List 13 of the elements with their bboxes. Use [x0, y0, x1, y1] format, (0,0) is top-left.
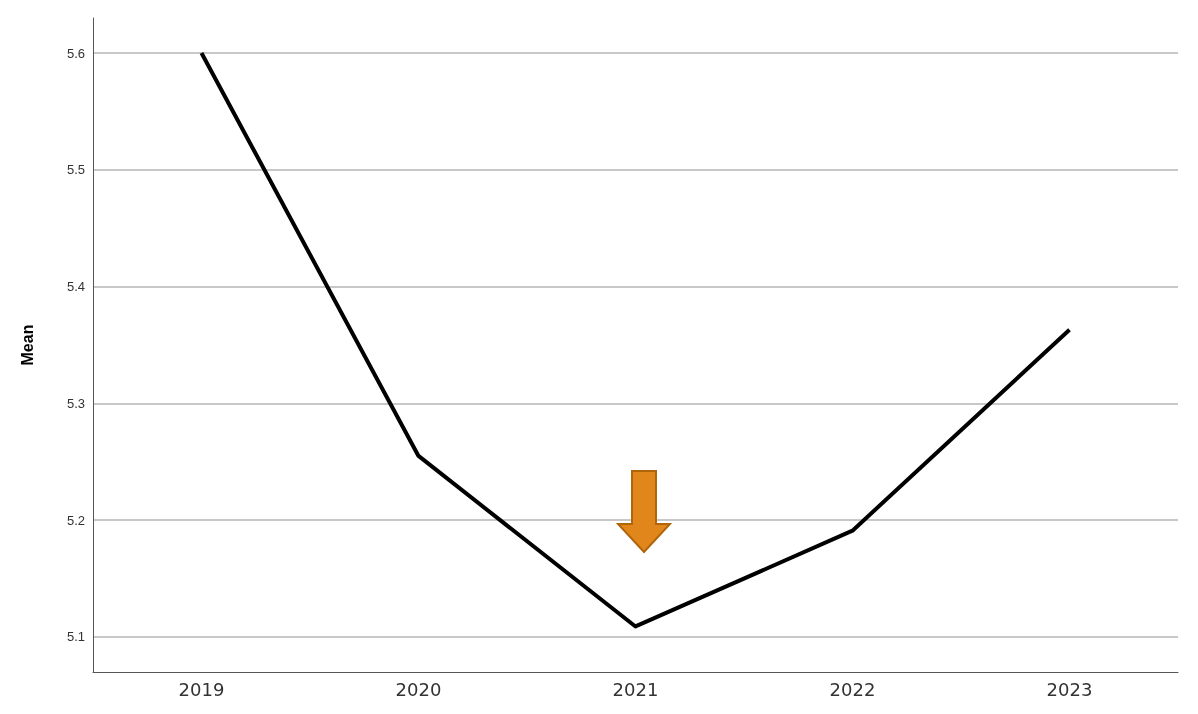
y-tick-label: 5.6 — [66, 45, 85, 61]
x-tick-label: 2019 — [178, 678, 225, 700]
y-tick-label: 5.2 — [66, 512, 85, 528]
y-tick-label: 5.5 — [66, 162, 85, 178]
y-axis-title: Mean — [18, 324, 36, 366]
x-tick-label: 2023 — [1046, 678, 1093, 700]
x-tick-label: 2021 — [612, 678, 659, 700]
y-tick-label: 5.3 — [66, 395, 85, 411]
y-tick-label: 5.4 — [66, 279, 85, 295]
x-tick-label: 2020 — [395, 678, 442, 700]
x-tick-label: 2022 — [829, 678, 876, 700]
line-series — [199, 51, 1072, 629]
y-tick-label: 5.1 — [66, 629, 85, 645]
